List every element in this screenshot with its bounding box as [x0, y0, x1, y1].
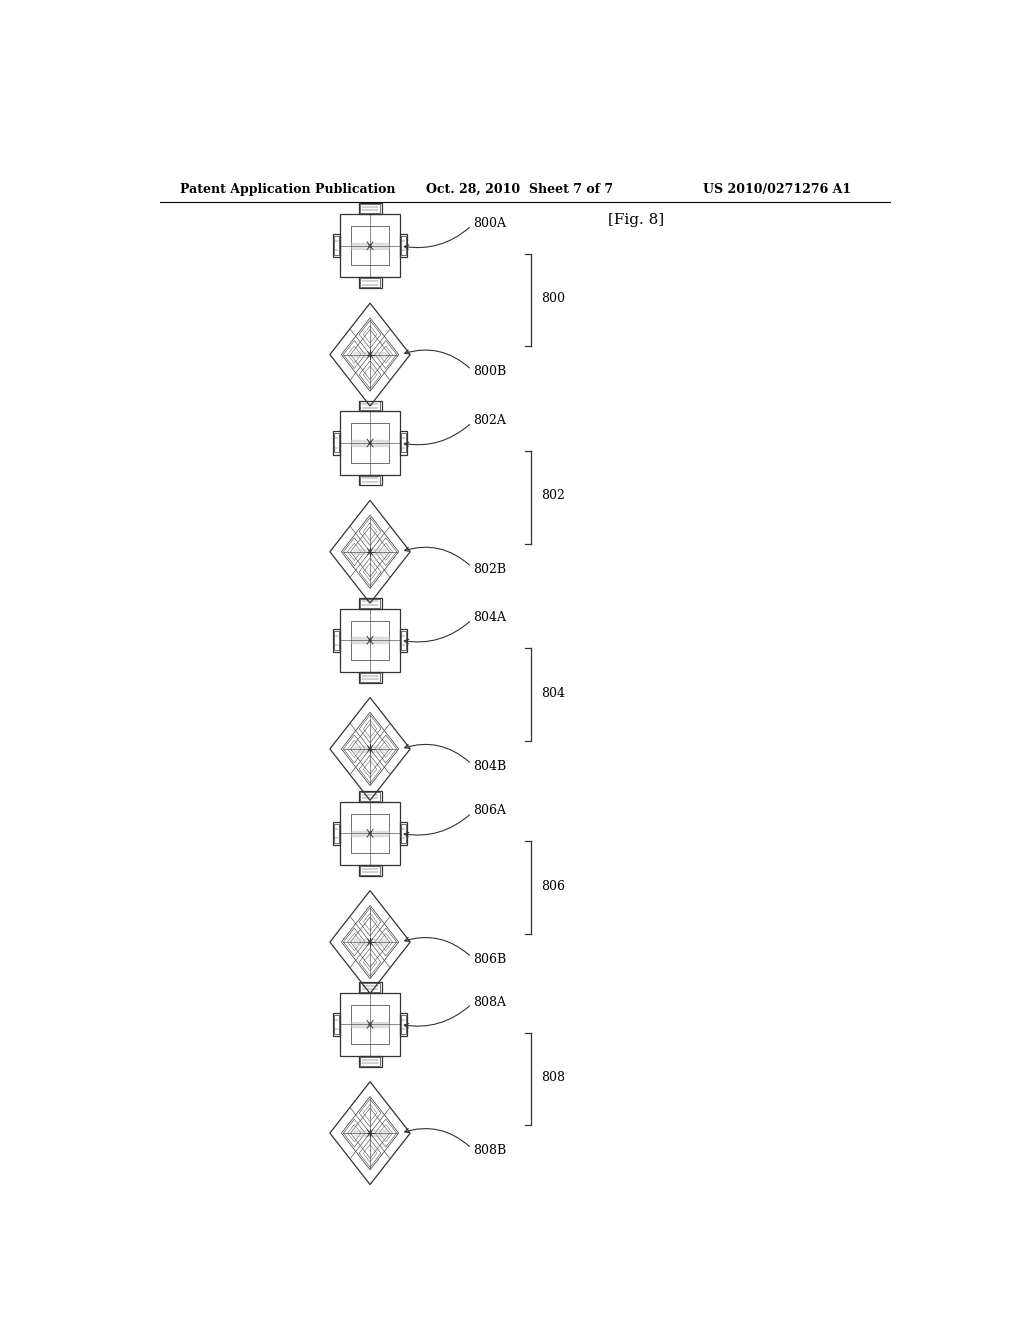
Bar	[400, 236, 407, 255]
Bar	[351, 620, 389, 660]
Bar	[400, 432, 407, 454]
Text: [Fig. 8]: [Fig. 8]	[608, 214, 665, 227]
Bar	[400, 433, 407, 453]
Text: 800A: 800A	[473, 216, 506, 230]
Bar	[340, 609, 400, 672]
Bar	[400, 822, 407, 845]
Bar	[333, 822, 340, 845]
Text: Patent Application Publication: Patent Application Publication	[179, 183, 395, 195]
Bar	[340, 993, 400, 1056]
Bar	[334, 236, 339, 255]
Bar	[358, 277, 382, 288]
Bar	[360, 983, 380, 991]
Polygon shape	[351, 1022, 389, 1027]
Bar	[400, 234, 407, 257]
Polygon shape	[354, 1130, 386, 1135]
Bar	[360, 475, 380, 484]
Text: 806: 806	[541, 879, 564, 892]
Bar	[360, 866, 380, 875]
Text: 802A: 802A	[473, 414, 506, 428]
Bar	[360, 598, 380, 607]
Bar	[360, 792, 380, 801]
Polygon shape	[354, 352, 386, 358]
Bar	[360, 1057, 380, 1067]
Bar	[358, 982, 382, 993]
Text: 800B: 800B	[473, 366, 507, 379]
Bar	[351, 226, 389, 265]
Bar	[400, 631, 407, 649]
Bar	[333, 234, 340, 257]
Bar	[358, 1056, 382, 1067]
Text: US 2010/0271276 A1: US 2010/0271276 A1	[703, 183, 852, 195]
Bar	[358, 791, 382, 801]
Bar	[400, 1015, 407, 1034]
Polygon shape	[354, 549, 386, 554]
Bar	[340, 214, 400, 277]
Bar	[358, 475, 382, 486]
Bar	[400, 1012, 407, 1036]
Polygon shape	[354, 940, 386, 945]
Bar	[334, 631, 339, 649]
Text: 806B: 806B	[473, 953, 507, 966]
Bar	[351, 813, 389, 853]
Bar	[360, 279, 380, 288]
Bar	[358, 598, 382, 609]
Text: 800: 800	[541, 292, 564, 305]
Text: 806A: 806A	[473, 804, 506, 817]
Bar	[340, 412, 400, 475]
Polygon shape	[351, 441, 389, 446]
Text: 808A: 808A	[473, 995, 506, 1008]
Bar	[360, 401, 380, 411]
Text: 802: 802	[541, 490, 564, 503]
Bar	[358, 203, 382, 214]
Text: 804: 804	[541, 686, 564, 700]
Polygon shape	[351, 830, 389, 836]
Bar	[358, 400, 382, 412]
Polygon shape	[351, 638, 389, 643]
Text: 802B: 802B	[473, 562, 506, 576]
Bar	[333, 628, 340, 652]
Bar	[358, 672, 382, 682]
Bar	[334, 1015, 339, 1034]
Text: 808: 808	[541, 1071, 564, 1084]
Bar	[333, 1012, 340, 1036]
Bar	[360, 673, 380, 682]
Bar	[358, 865, 382, 875]
Polygon shape	[354, 746, 386, 751]
Bar	[340, 801, 400, 865]
Bar	[400, 628, 407, 652]
Bar	[351, 424, 389, 462]
Text: 804B: 804B	[473, 760, 507, 772]
Bar	[400, 824, 407, 842]
Polygon shape	[351, 243, 389, 248]
Bar	[360, 205, 380, 214]
Bar	[334, 433, 339, 453]
Text: 808B: 808B	[473, 1144, 507, 1156]
Bar	[351, 1005, 389, 1044]
Bar	[334, 824, 339, 842]
Text: Oct. 28, 2010  Sheet 7 of 7: Oct. 28, 2010 Sheet 7 of 7	[426, 183, 612, 195]
Bar	[333, 432, 340, 454]
Text: 804A: 804A	[473, 611, 506, 624]
